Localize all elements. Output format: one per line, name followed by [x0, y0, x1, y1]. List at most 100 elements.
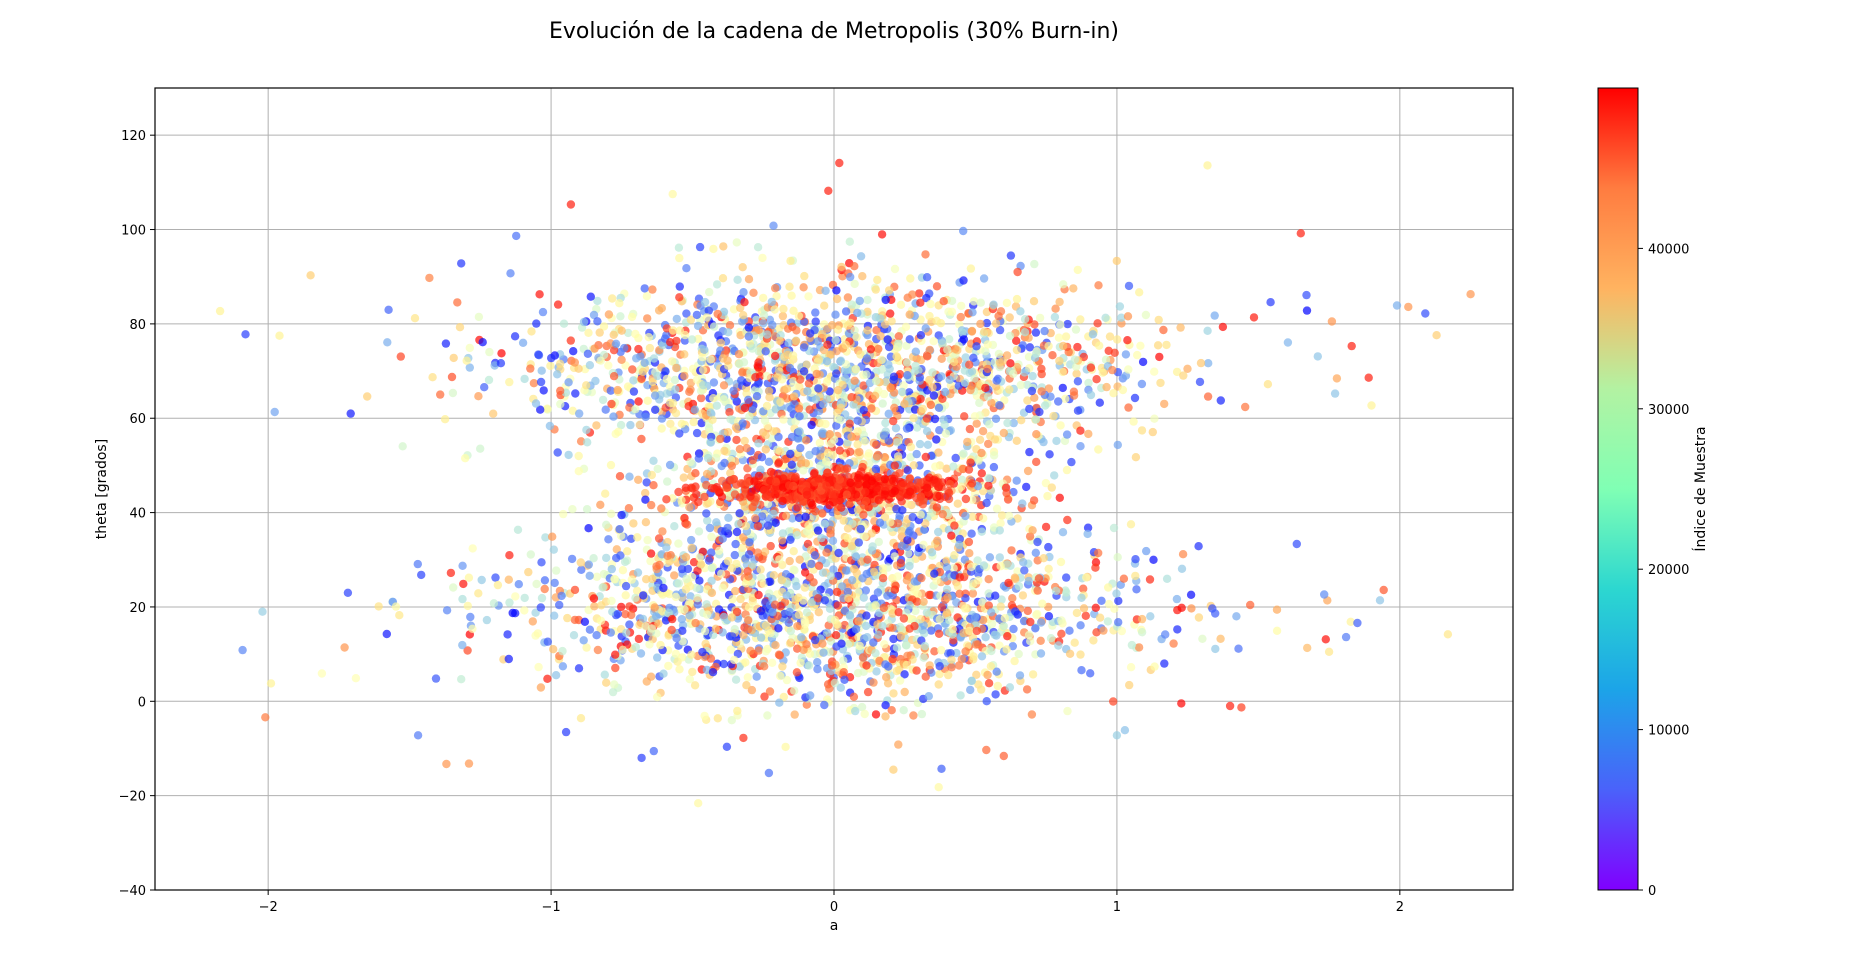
data-point	[711, 624, 720, 633]
data-point	[644, 333, 653, 342]
data-point	[1302, 290, 1311, 300]
data-point	[804, 292, 813, 301]
data-point	[458, 640, 467, 650]
data-point	[1392, 301, 1402, 310]
data-point	[1173, 625, 1182, 634]
data-point	[785, 639, 795, 648]
data-point	[1029, 496, 1039, 505]
data-point	[650, 603, 659, 612]
data-point	[1263, 380, 1273, 389]
data-point	[894, 608, 903, 617]
data-point	[703, 610, 712, 619]
data-point	[884, 360, 893, 369]
data-point	[810, 551, 820, 560]
data-point	[618, 566, 628, 575]
data-point	[789, 306, 798, 315]
data-point	[719, 242, 728, 251]
data-point	[896, 632, 906, 641]
data-point	[1005, 385, 1014, 394]
data-point	[682, 574, 691, 584]
data-point	[674, 243, 684, 252]
data-point	[811, 317, 820, 326]
data-point	[754, 363, 763, 372]
data-point	[514, 580, 523, 589]
data-point	[1026, 637, 1035, 646]
data-point	[425, 273, 434, 283]
data-point	[847, 432, 856, 442]
data-point	[731, 539, 740, 549]
data-point	[1084, 378, 1093, 388]
data-point	[681, 553, 691, 562]
data-point	[615, 299, 624, 308]
data-point	[707, 484, 717, 493]
data-point	[1266, 298, 1275, 307]
data-point	[477, 575, 486, 585]
data-point	[703, 516, 712, 525]
data-point	[702, 509, 711, 518]
data-point	[757, 453, 767, 462]
data-point	[973, 556, 982, 565]
data-point	[1123, 312, 1133, 321]
data-point	[744, 323, 753, 332]
data-point	[613, 609, 623, 619]
colorbar-tick-label: 20000	[1648, 563, 1689, 578]
data-point	[1150, 367, 1159, 376]
data-point	[966, 685, 975, 695]
data-point	[583, 349, 593, 358]
data-point	[932, 503, 942, 512]
data-point	[1069, 387, 1079, 396]
data-point	[931, 462, 940, 471]
data-point	[727, 632, 737, 641]
data-point	[642, 575, 651, 584]
data-point	[959, 335, 969, 344]
data-point	[823, 340, 832, 349]
data-point	[640, 284, 649, 293]
data-point	[1092, 628, 1101, 637]
data-point	[754, 325, 763, 335]
data-point	[756, 633, 766, 642]
data-point	[760, 547, 770, 556]
data-point	[569, 347, 578, 356]
data-point	[718, 628, 727, 637]
data-point	[1039, 437, 1048, 447]
data-point	[727, 475, 736, 485]
data-point	[612, 545, 621, 554]
data-point	[835, 158, 844, 168]
data-point	[795, 427, 804, 436]
data-point	[832, 421, 841, 430]
data-point	[863, 452, 873, 461]
data-point	[641, 518, 651, 527]
data-point	[1003, 632, 1012, 641]
data-point	[547, 353, 556, 363]
data-point	[632, 354, 641, 363]
data-point	[966, 385, 975, 395]
data-point	[978, 615, 988, 625]
data-point	[618, 645, 627, 654]
data-point	[733, 649, 743, 659]
data-point	[1421, 309, 1430, 318]
data-point	[549, 645, 558, 654]
data-point	[1008, 594, 1017, 603]
data-point	[1110, 348, 1119, 357]
data-point	[881, 701, 890, 710]
data-point	[440, 415, 450, 424]
data-point	[1025, 404, 1034, 414]
data-point	[686, 592, 695, 601]
data-point	[696, 560, 706, 569]
data-point	[916, 394, 925, 404]
data-point	[1113, 553, 1122, 562]
data-point	[763, 711, 772, 720]
data-point	[699, 381, 708, 390]
data-point	[851, 365, 861, 374]
data-point	[1115, 302, 1125, 311]
data-point	[1172, 367, 1182, 377]
data-point	[822, 628, 832, 637]
data-point	[1013, 267, 1022, 277]
data-point	[584, 328, 593, 337]
data-point	[793, 644, 802, 653]
data-point	[1133, 350, 1142, 360]
data-point	[875, 518, 885, 527]
data-point	[887, 706, 896, 715]
data-point	[741, 521, 750, 531]
data-point	[912, 449, 921, 459]
